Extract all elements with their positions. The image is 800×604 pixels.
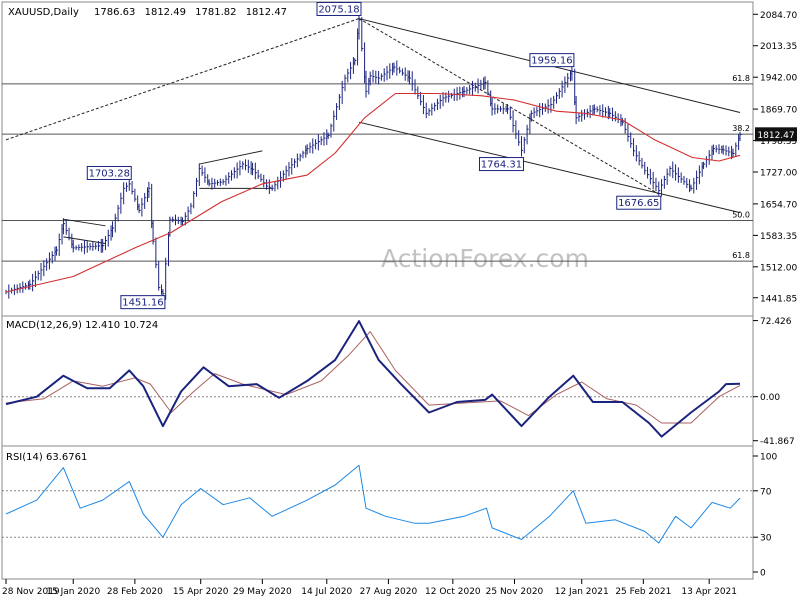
swing-label: 1959.16 xyxy=(531,56,572,67)
price-y-tick-label: 1654.70 xyxy=(760,200,797,210)
trendline xyxy=(358,18,660,195)
symbol-name: XAUUSD,Daily xyxy=(8,7,79,18)
fib-level-label: 61.8 xyxy=(732,74,750,83)
x-tick-label: 29 May 2020 xyxy=(233,587,292,597)
swing-label-box xyxy=(478,157,524,172)
price-y-tick-label: 1798.35 xyxy=(760,137,797,147)
swing-label-box xyxy=(529,53,575,68)
x-tick-label: 14 Jul 2020 xyxy=(301,587,352,597)
x-tick-label: 15 Apr 2020 xyxy=(173,587,229,597)
trendline xyxy=(199,150,263,165)
swing-label: 2075.18 xyxy=(318,4,359,15)
rsi-y-tick-label: 70 xyxy=(760,487,772,497)
swing-label: 1703.28 xyxy=(89,168,130,179)
price-y-tick-label: 2013.35 xyxy=(760,42,797,52)
price-y-tick-label: 1942.00 xyxy=(760,74,797,84)
macd-y-tick-label: -41.867 xyxy=(760,437,795,447)
rsi-label: RSI(14) 63.6761 xyxy=(6,452,87,463)
rsi-y-tick-label: 30 xyxy=(760,534,772,544)
x-tick-label: 15 Jan 2020 xyxy=(46,587,100,597)
x-tick-label: 13 Apr 2021 xyxy=(681,587,737,597)
trendline xyxy=(5,18,360,141)
watermark: ActionForex.com xyxy=(381,244,589,273)
trendline xyxy=(358,121,741,214)
swing-label-box xyxy=(120,295,166,310)
swing-label-box xyxy=(616,195,662,210)
x-tick-label: 28 Nov 2019 xyxy=(2,587,60,597)
swing-label: 1451.16 xyxy=(122,298,163,309)
fib-level-label: 50.0 xyxy=(732,211,750,220)
macd-panel xyxy=(1,315,754,447)
x-tick-label: 27 Aug 2020 xyxy=(360,587,418,597)
ohlc-close: 1812.47 xyxy=(246,7,287,18)
rsi-y-tick-label: 100 xyxy=(760,453,777,463)
trendline xyxy=(63,218,106,227)
last-price-badge xyxy=(755,127,797,142)
macd-signal-line xyxy=(5,331,741,424)
price-panel xyxy=(1,1,754,317)
swing-label: 1764.31 xyxy=(481,160,522,171)
price-y-tick-label: 1727.00 xyxy=(760,169,797,179)
rsi-y-tick-label: 0 xyxy=(760,569,766,579)
macd-line xyxy=(5,320,741,438)
ohlc-high: 1812.49 xyxy=(145,7,186,18)
swing-label: 1676.65 xyxy=(618,198,659,209)
x-tick-label: 25 Nov 2020 xyxy=(486,587,544,597)
macd-label: MACD(12,26,9) 12.410 10.724 xyxy=(6,320,158,331)
ohlc-low: 1781.82 xyxy=(195,7,236,18)
swing-label-box xyxy=(86,165,132,180)
ohlc-open: 1786.63 xyxy=(94,7,135,18)
x-tick-label: 12 Oct 2020 xyxy=(425,587,481,597)
price-y-tick-label: 1583.35 xyxy=(760,232,797,242)
x-tick-label: 25 Feb 2021 xyxy=(615,587,671,597)
price-y-tick-label: 1441.85 xyxy=(760,294,797,304)
macd-y-tick-label: 0.00 xyxy=(760,393,780,403)
swing-label-box xyxy=(316,1,362,16)
symbol-label: XAUUSD,Daily 1786.63 1812.49 1781.82 181… xyxy=(8,7,287,18)
last-price-label: 1812.47 xyxy=(757,131,794,141)
x-tick-label: 12 Jan 2021 xyxy=(555,587,609,597)
price-y-tick-label: 1869.70 xyxy=(760,106,797,116)
price-y-tick-label: 1512.00 xyxy=(760,263,797,273)
fib-level-label: 61.8 xyxy=(732,251,750,260)
rsi-line xyxy=(5,464,741,544)
macd-y-tick-label: 72.426 xyxy=(760,317,792,327)
moving-average-line xyxy=(5,92,741,293)
price-y-tick-label: 2084.70 xyxy=(760,11,797,21)
fib-level-label: 38.2 xyxy=(732,124,750,133)
x-tick-label: 28 Feb 2020 xyxy=(107,587,163,597)
